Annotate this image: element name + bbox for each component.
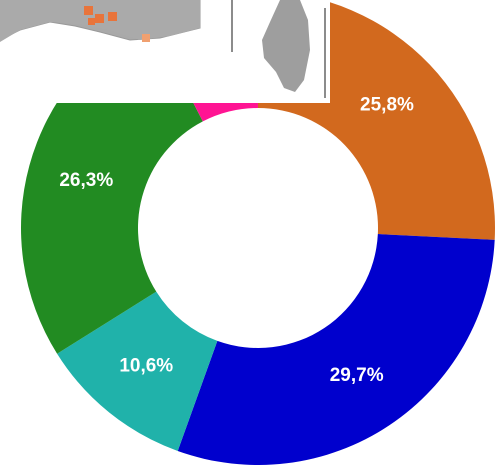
- value-label: 29,7%: [330, 365, 384, 386]
- donut-slice: [177, 234, 495, 465]
- map-overlay: [0, 0, 330, 103]
- donut-slice: [57, 291, 218, 451]
- value-label: 10,6%: [119, 356, 173, 377]
- value-label: 26,3%: [59, 170, 113, 191]
- map-marker: [95, 14, 104, 23]
- map-marker: [88, 18, 95, 25]
- map-marker: [108, 12, 117, 21]
- map-island: [262, 0, 310, 92]
- value-label: 25,8%: [360, 94, 414, 115]
- map-marker: [84, 6, 93, 15]
- value-labels: 25,8% 29,7% 10,6% 26,3%: [59, 94, 414, 386]
- map-marker: [142, 34, 150, 42]
